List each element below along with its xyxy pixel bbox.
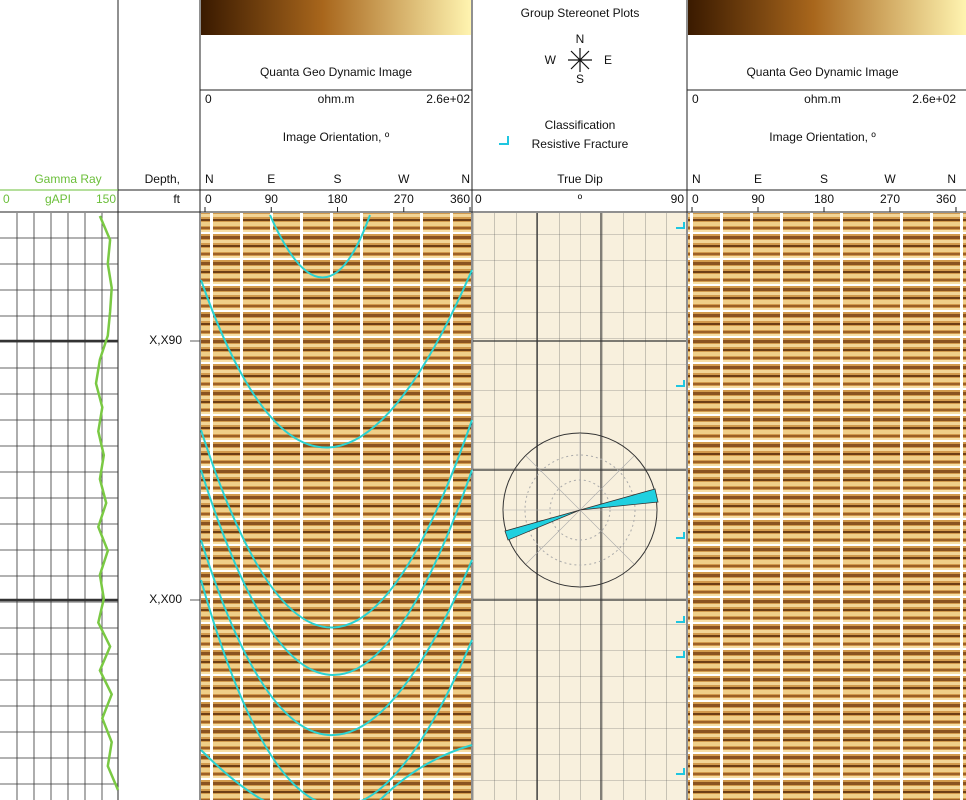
log-display: Gamma Ray 0 gAPI 150 Depth, ft X,X90 X,X00 Quant…	[0, 0, 966, 800]
degree-label: 180	[814, 192, 834, 206]
track-subtitle: Image Orientation, º	[769, 130, 876, 144]
direction-label: E	[754, 172, 762, 186]
direction-label: W	[884, 172, 896, 186]
scale-min: 0	[475, 192, 482, 206]
degree-label: 90	[751, 192, 765, 206]
scale-max: 150	[96, 192, 116, 206]
track-subtitle: True Dip	[557, 172, 603, 186]
image-texture	[688, 213, 966, 800]
legend-title: Classification	[545, 118, 616, 132]
scale-min: 0	[692, 92, 699, 106]
degree-label: 180	[327, 192, 347, 206]
image-texture	[201, 213, 471, 800]
degree-label: 360	[450, 192, 470, 206]
direction-label: N	[692, 172, 701, 186]
degree-label: 270	[394, 192, 414, 206]
legend-entry: Resistive Fracture	[532, 137, 629, 151]
scale-unit: ohm.m	[318, 92, 355, 106]
track-title: Gamma Ray	[34, 172, 101, 186]
degree-label: 0	[205, 192, 212, 206]
degree-label: 0	[692, 192, 699, 206]
gamma-grid	[0, 213, 200, 800]
compass-label: E	[604, 53, 612, 67]
scale-min: 0	[3, 192, 10, 206]
direction-label: N	[461, 172, 470, 186]
compass-label: W	[545, 53, 557, 67]
color-bar	[201, 0, 471, 35]
scale-max: 2.6e+02	[426, 92, 470, 106]
track-title: Group Stereonet Plots	[521, 6, 640, 20]
direction-label: W	[398, 172, 410, 186]
scale-max: 90	[671, 192, 685, 206]
legend-icon	[499, 136, 508, 144]
scale-unit: gAPI	[45, 192, 71, 206]
dip-grid	[473, 213, 686, 800]
track-title: Quanta Geo Dynamic Image	[746, 65, 898, 79]
track-unit: ft	[173, 192, 180, 206]
gamma-curve	[96, 216, 118, 790]
track-title: Depth,	[145, 172, 180, 186]
scale-max: 2.6e+02	[912, 92, 956, 106]
direction-label: S	[333, 172, 341, 186]
scale-min: 0	[205, 92, 212, 106]
degree-label: 360	[936, 192, 956, 206]
degree-label: 90	[265, 192, 279, 206]
track-subtitle: Image Orientation, º	[283, 130, 390, 144]
degree-label: 270	[880, 192, 900, 206]
compass-label: N	[576, 32, 585, 46]
compass-icon	[568, 48, 592, 72]
direction-label: S	[820, 172, 828, 186]
direction-label: E	[267, 172, 275, 186]
depth-label: X,X00	[149, 592, 182, 606]
track-title: Quanta Geo Dynamic Image	[260, 65, 412, 79]
depth-label: X,X90	[149, 333, 182, 347]
scale-unit: º	[578, 192, 583, 206]
scale-unit: ohm.m	[804, 92, 841, 106]
color-bar	[688, 0, 966, 35]
compass-label: S	[576, 72, 584, 86]
direction-label: N	[947, 172, 956, 186]
direction-label: N	[205, 172, 214, 186]
